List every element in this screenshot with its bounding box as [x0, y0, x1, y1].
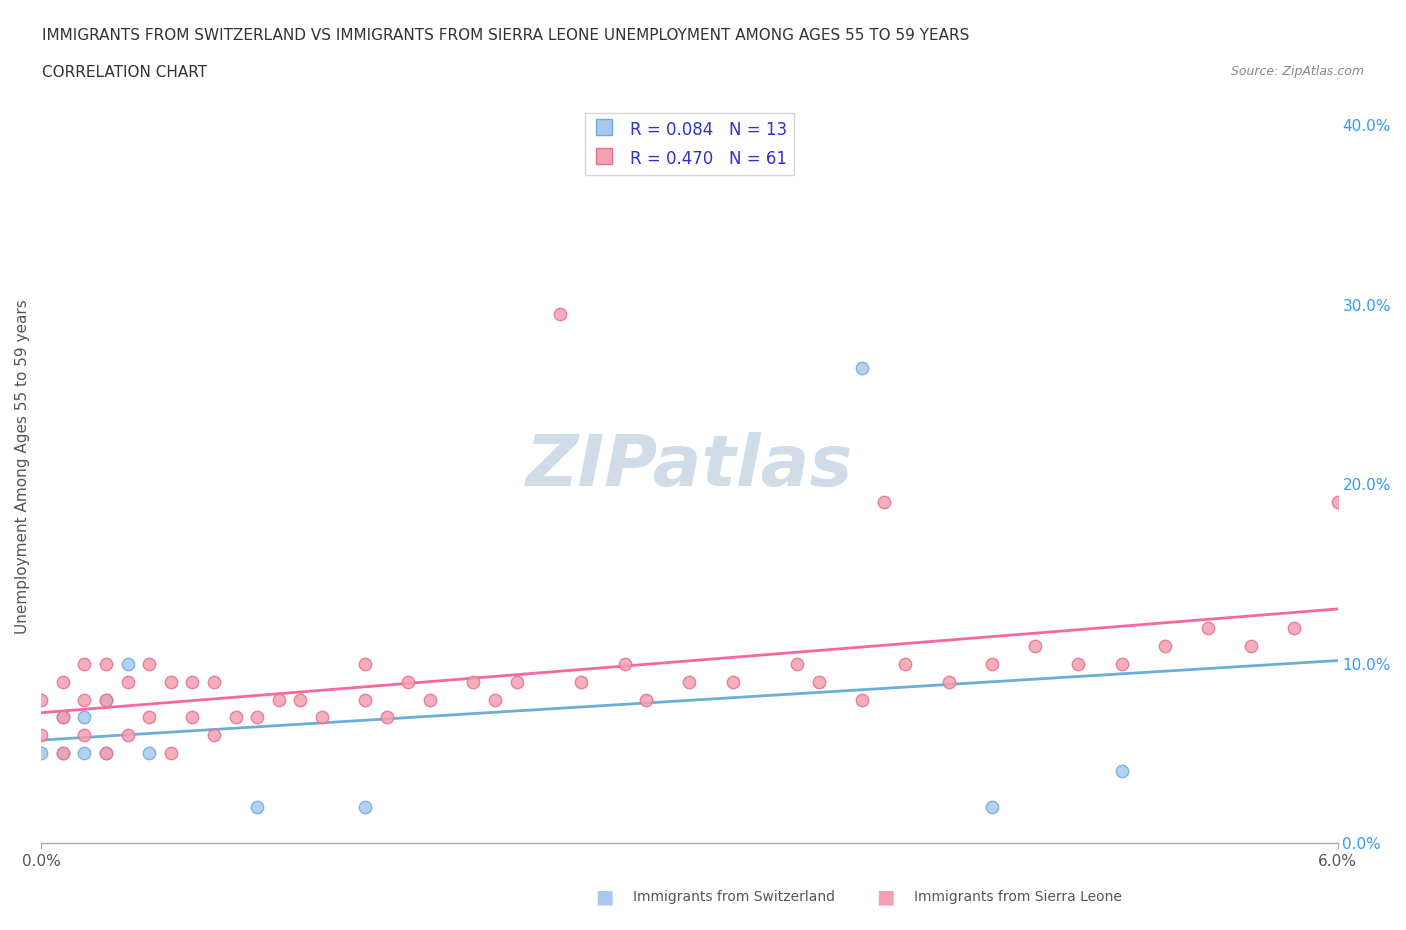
Point: [94, 692, 117, 707]
Point: [375, 710, 398, 724]
Point: [181, 710, 204, 724]
Point: [678, 674, 700, 689]
Point: [398, 674, 420, 689]
Point: [1153, 638, 1175, 653]
Point: [52, 746, 75, 761]
Point: [225, 710, 247, 724]
Point: [52, 674, 75, 689]
Point: [117, 674, 139, 689]
Point: [73, 746, 96, 761]
Point: [159, 746, 181, 761]
Point: [73, 692, 96, 707]
Point: [117, 728, 139, 743]
Point: [1111, 657, 1133, 671]
Point: [73, 710, 96, 724]
Point: [30, 692, 52, 707]
Point: [246, 800, 269, 815]
Point: [94, 746, 117, 761]
Point: [1067, 657, 1090, 671]
Point: [117, 657, 139, 671]
Point: [505, 674, 527, 689]
Point: [73, 657, 96, 671]
Text: CORRELATION CHART: CORRELATION CHART: [42, 65, 207, 80]
Point: [290, 692, 312, 707]
Point: [30, 746, 52, 761]
Text: Immigrants from Sierra Leone: Immigrants from Sierra Leone: [914, 890, 1122, 905]
Point: [721, 674, 744, 689]
Point: [202, 728, 225, 743]
Point: [138, 746, 160, 761]
Point: [484, 692, 506, 707]
Point: [1024, 638, 1046, 653]
Point: [613, 657, 636, 671]
Point: [94, 692, 117, 707]
Point: [1111, 764, 1133, 778]
Point: [548, 306, 571, 321]
Point: [94, 657, 117, 671]
Point: [311, 710, 333, 724]
Point: [354, 800, 377, 815]
Point: [52, 710, 75, 724]
Point: [1284, 620, 1306, 635]
Text: ■: ■: [595, 888, 614, 907]
Point: [980, 800, 1002, 815]
Point: [1240, 638, 1263, 653]
Point: [246, 710, 269, 724]
Legend: R = 0.084   N = 13, R = 0.470   N = 61: R = 0.084 N = 13, R = 0.470 N = 61: [585, 113, 794, 175]
Point: [808, 674, 831, 689]
Point: [138, 657, 160, 671]
Point: [52, 746, 75, 761]
Point: [159, 674, 181, 689]
Point: [354, 692, 377, 707]
Point: [73, 728, 96, 743]
Point: [894, 657, 917, 671]
Text: Source: ZipAtlas.com: Source: ZipAtlas.com: [1230, 65, 1364, 78]
Point: [1197, 620, 1219, 635]
Point: [267, 692, 290, 707]
Point: [980, 657, 1002, 671]
Text: IMMIGRANTS FROM SWITZERLAND VS IMMIGRANTS FROM SIERRA LEONE UNEMPLOYMENT AMONG A: IMMIGRANTS FROM SWITZERLAND VS IMMIGRANT…: [42, 28, 970, 43]
Point: [52, 710, 75, 724]
Text: ■: ■: [876, 888, 896, 907]
Point: [851, 360, 873, 375]
Point: [181, 674, 204, 689]
Text: Immigrants from Switzerland: Immigrants from Switzerland: [633, 890, 835, 905]
Point: [94, 746, 117, 761]
Point: [463, 674, 485, 689]
Point: [569, 674, 592, 689]
Point: [202, 674, 225, 689]
Point: [138, 710, 160, 724]
Point: [419, 692, 441, 707]
Point: [30, 728, 52, 743]
Point: [636, 692, 658, 707]
Y-axis label: Unemployment Among Ages 55 to 59 years: Unemployment Among Ages 55 to 59 years: [15, 299, 30, 633]
Point: [851, 692, 873, 707]
Point: [873, 495, 896, 510]
Point: [354, 657, 377, 671]
Point: [1326, 495, 1348, 510]
Text: ZIPatlas: ZIPatlas: [526, 432, 853, 500]
Point: [938, 674, 960, 689]
Point: [786, 657, 808, 671]
